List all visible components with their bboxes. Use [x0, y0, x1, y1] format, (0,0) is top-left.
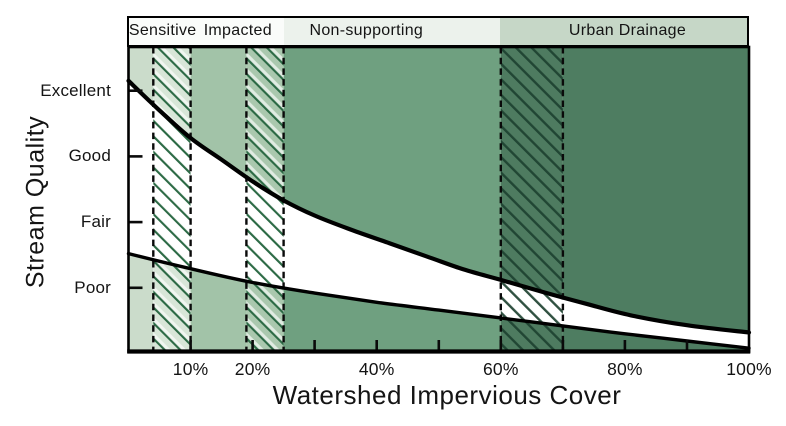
zone-header-section	[283, 18, 500, 45]
x-tick-label-100: 100%	[726, 359, 772, 379]
y-axis-title: Stream Quality	[21, 115, 50, 289]
zone-header-section	[499, 18, 747, 45]
y-tick-label-excellent: Excellent	[40, 80, 111, 100]
x-tick-label-10: 10%	[172, 359, 209, 379]
zone-label-impacted: Impacted	[203, 22, 272, 39]
y-tick-label-poor: Poor	[74, 277, 111, 297]
zone-header-section	[129, 18, 284, 45]
x-tick-label-80: 80%	[607, 359, 643, 379]
zone-label-urban-drainage: Urban Drainage	[568, 22, 687, 39]
zone-label-non-supporting: Non-supporting	[309, 22, 424, 39]
y-tick-label-good: Good	[68, 146, 111, 166]
y-tick-label-fair: Fair	[80, 212, 111, 232]
x-tick-label-20: 20%	[234, 359, 271, 379]
zone-header-band: Sensitive Impacted Non-supporting Urban …	[127, 16, 749, 47]
x-tick-label-40: 40%	[358, 359, 395, 379]
x-axis-title: Watershed Impervious Cover	[272, 380, 622, 410]
x-tick-label-60: 60%	[482, 359, 519, 379]
zone-label-sensitive: Sensitive	[128, 22, 197, 39]
